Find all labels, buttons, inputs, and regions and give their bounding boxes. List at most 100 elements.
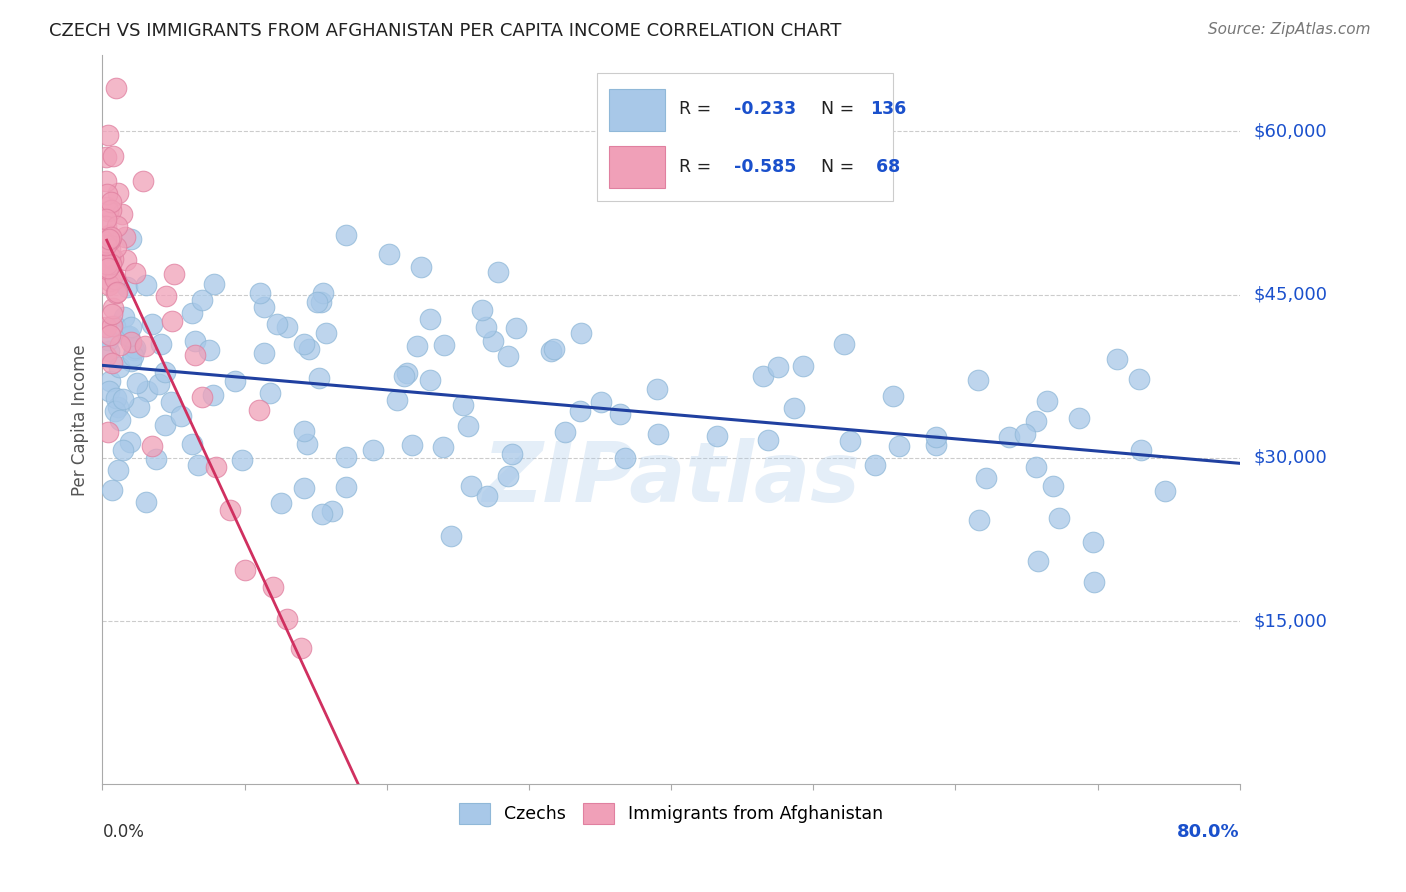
Point	[101, 268, 124, 283]
Point	[925, 430, 948, 444]
Point	[98, 374, 121, 388]
Text: R =: R =	[679, 158, 717, 176]
Point	[882, 389, 904, 403]
Point	[262, 580, 284, 594]
Point	[290, 640, 312, 655]
Point	[486, 265, 509, 279]
Point	[1154, 483, 1177, 498]
Point	[311, 508, 333, 522]
Point	[202, 277, 225, 292]
Point	[96, 257, 118, 271]
Point	[112, 392, 135, 407]
Point	[839, 434, 862, 449]
Point	[114, 253, 136, 268]
Text: CZECH VS IMMIGRANTS FROM AFGHANISTAN PER CAPITA INCOME CORRELATION CHART: CZECH VS IMMIGRANTS FROM AFGHANISTAN PER…	[49, 22, 842, 40]
Point	[756, 433, 779, 447]
Point	[1042, 478, 1064, 492]
Text: 80.0%: 80.0%	[1177, 823, 1240, 841]
Point	[120, 320, 142, 334]
Point	[219, 503, 242, 517]
Point	[419, 312, 441, 326]
Point	[252, 346, 274, 360]
Point	[292, 481, 315, 495]
Point	[501, 447, 523, 461]
Text: $15,000: $15,000	[1254, 612, 1327, 630]
Point	[361, 443, 384, 458]
Point	[1025, 414, 1047, 428]
Point	[98, 232, 121, 246]
Point	[105, 80, 128, 95]
Point	[135, 495, 157, 509]
Point	[100, 194, 122, 209]
Point	[247, 403, 270, 417]
Point	[457, 419, 479, 434]
Y-axis label: Per Capita Income: Per Capita Income	[72, 344, 89, 496]
Point	[97, 128, 120, 143]
Point	[94, 230, 117, 244]
Point	[104, 404, 127, 418]
Point	[1107, 351, 1129, 366]
Point	[108, 413, 131, 427]
Point	[321, 504, 343, 518]
Point	[315, 326, 337, 340]
Point	[311, 294, 333, 309]
Point	[974, 471, 997, 485]
Point	[104, 319, 127, 334]
Point	[149, 336, 172, 351]
Point	[451, 399, 474, 413]
Text: 136: 136	[870, 100, 907, 118]
Point	[107, 359, 129, 374]
Point	[276, 319, 298, 334]
Point	[647, 427, 669, 442]
Point	[392, 369, 415, 384]
Point	[887, 439, 910, 453]
Point	[98, 233, 121, 247]
Point	[433, 338, 456, 352]
Point	[101, 319, 124, 334]
Point	[292, 424, 315, 438]
Point	[474, 320, 496, 334]
Text: -0.233: -0.233	[734, 100, 796, 118]
Point	[496, 349, 519, 363]
Point	[1014, 427, 1036, 442]
Point	[101, 149, 124, 163]
Point	[307, 295, 329, 310]
Text: N =: N =	[810, 100, 859, 118]
Point	[115, 280, 138, 294]
Point	[160, 395, 183, 409]
Point	[1047, 510, 1070, 524]
Point	[419, 374, 441, 388]
Point	[94, 349, 117, 363]
Point	[103, 252, 125, 266]
Point	[141, 439, 163, 453]
Point	[111, 442, 134, 457]
Point	[1083, 574, 1105, 589]
Point	[104, 285, 127, 300]
Text: ZIPatlas: ZIPatlas	[482, 438, 860, 518]
Point	[249, 286, 271, 301]
Point	[105, 391, 128, 405]
Point	[128, 400, 150, 414]
Point	[387, 392, 409, 407]
Point	[94, 235, 117, 249]
Point	[181, 437, 204, 451]
Point	[998, 430, 1021, 444]
Point	[432, 440, 454, 454]
Point	[308, 371, 330, 385]
Point	[132, 174, 155, 188]
Point	[98, 242, 121, 256]
Point	[554, 425, 576, 439]
Point	[98, 227, 121, 242]
Point	[1025, 459, 1047, 474]
Bar	[609, 88, 665, 131]
Point	[406, 339, 429, 353]
Point	[335, 228, 357, 243]
Point	[134, 339, 156, 353]
Point	[97, 334, 120, 348]
Point	[141, 318, 163, 332]
Point	[543, 342, 565, 356]
Point	[162, 267, 184, 281]
Point	[97, 249, 120, 263]
Point	[101, 307, 124, 321]
Point	[96, 187, 118, 202]
